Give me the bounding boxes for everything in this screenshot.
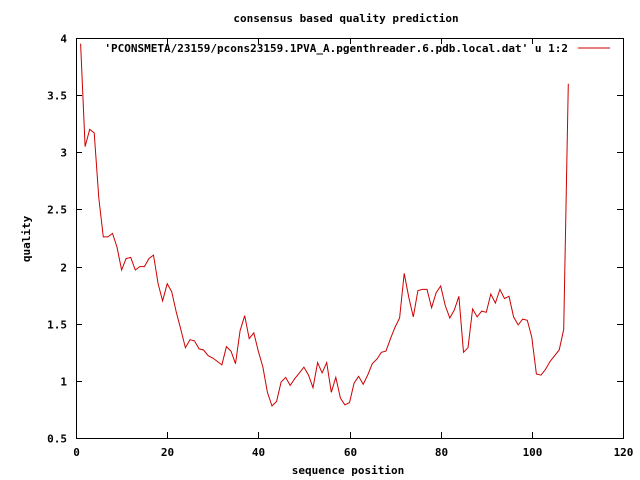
y-tick-label: 3.5 — [47, 90, 67, 103]
plot-frame — [76, 38, 624, 439]
y-tick-label: 1 — [60, 376, 67, 389]
x-tick-label: 80 — [435, 446, 448, 459]
y-tick-label: 2.5 — [47, 204, 67, 217]
x-tick-label: 120 — [614, 446, 634, 459]
x-axis-label: sequence position — [292, 464, 405, 477]
x-axis: 0 20 40 60 80 100 120 — [73, 38, 633, 459]
x-tick-label: 40 — [252, 446, 265, 459]
x-tick-label: 100 — [523, 446, 543, 459]
y-axis: 0.5 1 1.5 2 2.5 3 3.5 4 — [47, 33, 623, 446]
legend: 'PCONSMETA/23159/pcons23159.1PVA_A.pgent… — [104, 42, 610, 55]
y-tick-label: 0.5 — [47, 433, 67, 446]
chart-title: consensus based quality prediction — [233, 12, 458, 25]
y-tick-label: 3 — [60, 147, 67, 160]
y-tick-label: 1.5 — [47, 319, 67, 332]
y-tick-label: 2 — [60, 262, 67, 275]
y-tick-label: 4 — [60, 33, 67, 46]
x-tick-label: 60 — [344, 446, 357, 459]
series-line — [80, 43, 569, 407]
x-tick-label: 20 — [161, 446, 174, 459]
y-axis-label: quality — [20, 215, 33, 262]
x-tick-label: 0 — [73, 446, 80, 459]
legend-label: 'PCONSMETA/23159/pcons23159.1PVA_A.pgent… — [104, 42, 568, 55]
